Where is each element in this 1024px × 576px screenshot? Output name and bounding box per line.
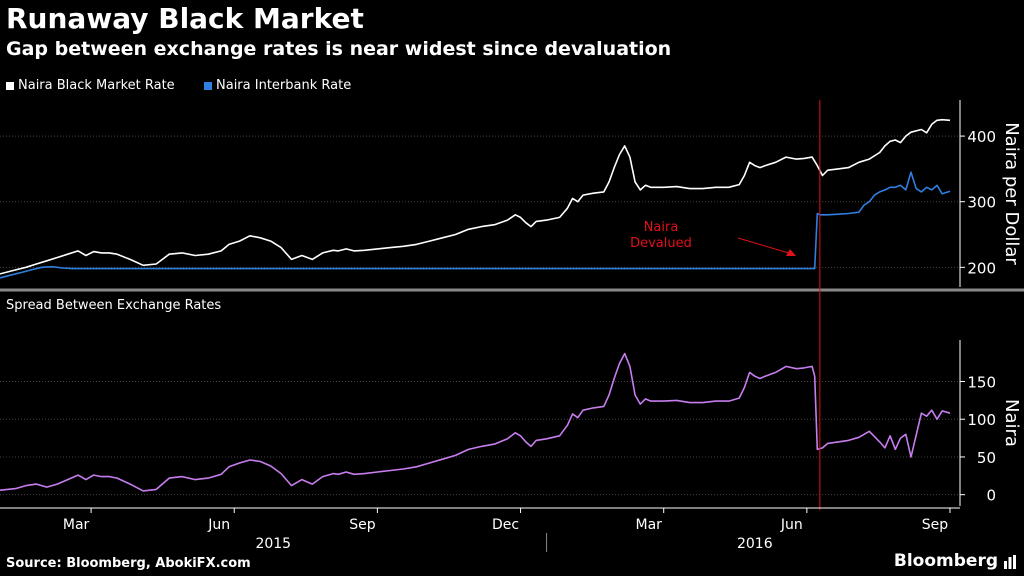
y-tick-label-1-1: 50 <box>977 449 996 467</box>
x-tick-label-3: Dec <box>492 517 519 533</box>
legend-interbank: Naira Interbank Rate <box>204 78 351 93</box>
annotation-arrow-head <box>786 249 796 256</box>
y-tick-label-0-0: 200 <box>967 259 996 277</box>
y-tick-label-0-2: 400 <box>967 128 996 146</box>
x-tick-label-4: Mar <box>635 517 662 533</box>
year-label-2015: 2015 <box>255 536 291 552</box>
x-tick-label-6: Sep <box>922 517 949 533</box>
annotation-arrow-line <box>737 237 793 255</box>
y-tick-label-1-3: 150 <box>967 374 996 392</box>
legend-swatch-interbank <box>204 81 212 90</box>
legend-label-spread: Spread Between Exchange Rates <box>6 298 222 313</box>
legend-swatch-black-market <box>6 81 14 90</box>
y-axis-title-1: Naira <box>1001 399 1022 447</box>
y-tick-label-1-0: 0 <box>986 487 996 505</box>
x-tick-label-2: Sep <box>349 517 376 533</box>
legend-label-interbank: Naira Interbank Rate <box>216 78 352 93</box>
source-note: Source: Bloomberg, AbokiFX.com <box>6 556 251 571</box>
y-tick-label-0-1: 300 <box>967 194 996 212</box>
series-line-interbank <box>0 171 951 279</box>
y-axis-title-0: Naira per Dollar <box>1001 122 1022 265</box>
bloomberg-logo: Bloomberg <box>893 551 998 571</box>
x-tick-label-1: Jun <box>207 517 230 533</box>
y-tick-label-1-2: 100 <box>967 411 996 429</box>
series-line-spread <box>0 352 951 492</box>
legend-spread: Spread Between Exchange Rates <box>6 298 221 313</box>
bloomberg-bars-icon <box>1004 555 1016 569</box>
series-line-black-market <box>0 118 951 275</box>
legend-label-black-market: Naira Black Market Rate <box>18 78 175 93</box>
chart-title: Runaway Black Market <box>6 2 364 35</box>
year-label-2016: 2016 <box>737 536 773 552</box>
x-tick-label-0: Mar <box>63 517 90 533</box>
annotation-label-line1: Naira <box>644 220 679 235</box>
chart-subtitle: Gap between exchange rates is near wides… <box>6 38 672 60</box>
legend-black-market: Naira Black Market Rate <box>6 78 175 93</box>
x-tick-label-5: Jun <box>780 517 803 533</box>
annotation-label-line2: Devalued <box>630 236 692 251</box>
